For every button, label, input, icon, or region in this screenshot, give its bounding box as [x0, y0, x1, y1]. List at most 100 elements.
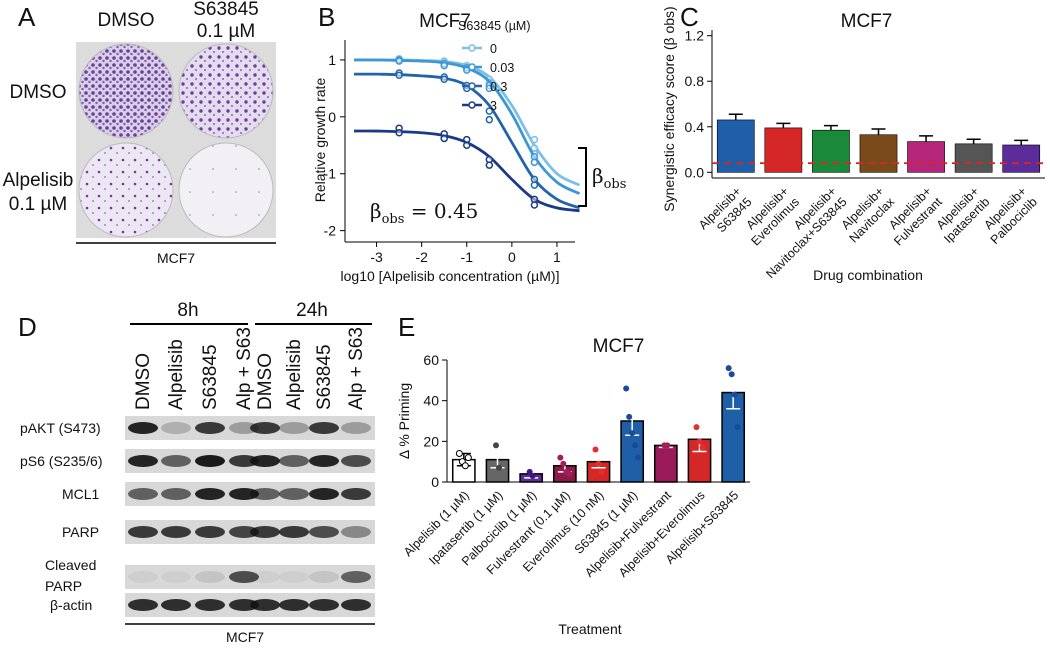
data-point [485, 107, 494, 115]
blot-band [161, 422, 191, 434]
y-tick-label: 1.2 [685, 28, 705, 44]
blot-band [195, 455, 225, 467]
blot-band [279, 488, 309, 500]
panel-label: E [398, 312, 415, 342]
legend-title: S63845 (µM) [458, 19, 531, 33]
blot-band [161, 455, 191, 467]
y-tick-label: 60 [423, 352, 439, 368]
blot-band [250, 599, 280, 611]
bar [954, 143, 993, 173]
lane-label: Alp + S63 [346, 327, 367, 410]
blot-band [195, 422, 225, 434]
bracket [578, 147, 587, 207]
data-point [485, 84, 494, 93]
time-label: 24h [296, 300, 328, 321]
blot-band [341, 526, 371, 538]
x-tick-label: Alpelisib+S63845 [696, 184, 755, 243]
error-bar [728, 113, 743, 120]
band-label-line: pAKT (S473) [20, 420, 101, 436]
legend-label: 0.03 [490, 61, 514, 75]
fit-curve [354, 58, 581, 195]
lane-label: S63845 [314, 344, 335, 410]
data-point [440, 75, 448, 84]
lane-label: DMSO [255, 353, 276, 410]
time-label: 8h [177, 300, 198, 321]
lane-label: Alp + S63 [234, 327, 255, 410]
band-label: β-actin [50, 597, 92, 613]
blot-band [341, 488, 371, 500]
x-tick-label: Alpelisib+Fulvestrant [881, 184, 946, 249]
blot-band [250, 571, 280, 583]
data-point [560, 460, 567, 467]
data-point [530, 135, 539, 144]
blot-band [161, 488, 191, 500]
data-point [592, 446, 599, 453]
x-tick-label: -1 [461, 249, 474, 265]
blot-band [250, 526, 280, 538]
legend-marker [468, 101, 476, 109]
symbol: β [370, 199, 382, 223]
data-point [530, 201, 539, 209]
y-tick-label: 40 [423, 393, 439, 409]
band-label-line: PARP [45, 578, 82, 594]
error-bar [823, 124, 838, 131]
bar [859, 134, 898, 173]
blot-band [195, 526, 225, 538]
data-point [395, 71, 403, 80]
blot-band [250, 455, 280, 467]
bar [764, 127, 803, 173]
data-point [530, 158, 539, 167]
lane-label: Alpelisib [284, 339, 305, 410]
y-tick-label: 0 [431, 474, 439, 490]
blot-band [279, 599, 309, 611]
data-point [440, 61, 448, 70]
blot-band [341, 571, 371, 583]
blot-band [195, 571, 225, 583]
blot-band [229, 571, 259, 583]
blot-band [309, 599, 339, 611]
data-point [728, 371, 735, 378]
y-tick-label: 0.4 [685, 119, 705, 135]
x-axis-label: Treatment [558, 621, 621, 637]
rest: = 0.45 [404, 199, 478, 223]
row-label-line: 0.1 µM [9, 194, 67, 215]
legend-marker [468, 44, 476, 52]
column-label-line: 0.1 µM [197, 21, 255, 42]
panel-label: B [318, 2, 335, 32]
blot-band [229, 599, 259, 611]
y-tick-label: -2 [324, 223, 337, 239]
x-axis-label: log10 [Alpelisib concentration (µM)] [341, 268, 560, 284]
x-axis-label: Drug combination [813, 267, 923, 283]
y-tick-label: 20 [423, 433, 439, 449]
data-point [626, 413, 633, 420]
error-bar [1014, 139, 1029, 145]
footer: MCF7 [226, 629, 264, 645]
data-point [395, 128, 403, 137]
column-label-line: DMSO [98, 10, 155, 31]
data-point [664, 442, 671, 449]
data-point [485, 115, 494, 124]
well [78, 43, 174, 139]
row-label-line: Alpelisib [3, 170, 74, 191]
legend-marker [468, 82, 476, 90]
blot-band [309, 455, 339, 467]
blot-band [128, 488, 158, 500]
legend-marker [468, 63, 476, 71]
bar [716, 119, 755, 173]
x-tick-label: Alpelisib+Navitoclax [836, 184, 898, 246]
data-point [595, 460, 602, 467]
row-label-line: DMSO [10, 82, 67, 103]
data-point [496, 464, 502, 471]
y-axis-label: Synergistic efficacy score (β obs) [661, 6, 677, 211]
blot-band [250, 488, 280, 500]
x-tick-label: 1 [553, 249, 561, 265]
panel-label: D [18, 312, 37, 342]
data-point [725, 365, 732, 372]
blot-band [279, 422, 309, 434]
data-point [493, 442, 499, 449]
x-tick-label: Alpelisib+Ipatasertib [931, 184, 993, 246]
row-label: DMSO [10, 82, 67, 103]
well [178, 43, 274, 139]
subscript: obs [382, 212, 405, 227]
band-label-line: PARP [62, 524, 99, 540]
